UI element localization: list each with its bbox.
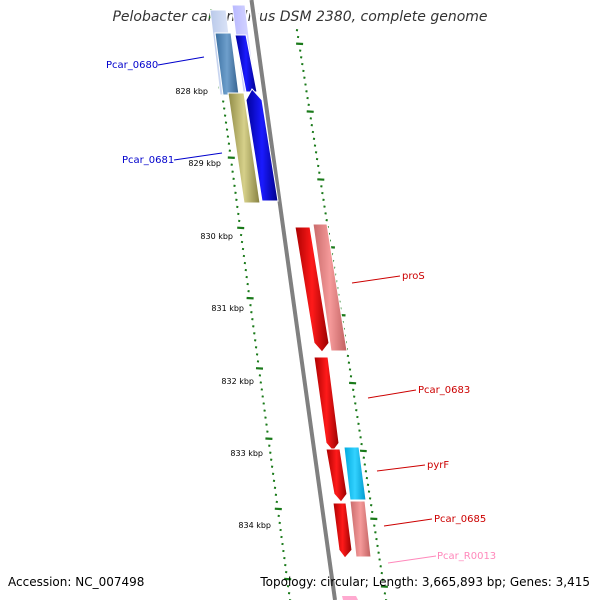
feature-pcar-0685: [349, 500, 372, 558]
leader-pcar-0683: [367, 389, 417, 399]
genome-summary-text: Topology: circular; Length: 3,665,893 bp…: [260, 575, 590, 589]
feature-pcar-0685-red: [332, 502, 353, 559]
leader-pcar-0685: [383, 518, 433, 527]
tick-label: 832 kbp: [221, 377, 254, 386]
feature-pros: [312, 223, 348, 352]
tick-label: 834 kbp: [238, 521, 271, 530]
gene-label-pros: proS: [402, 271, 425, 282]
gene-label-pcar-0683: Pcar_0683: [418, 385, 470, 396]
tick-label: 830 kbp: [200, 232, 233, 241]
tick-labels: 828 kbp 829 kbp 830 kbp 831 kbp 832 kbp …: [175, 87, 271, 530]
accession-text: Accession: NC_007498: [8, 575, 145, 589]
feature-pros-red: [294, 226, 330, 353]
leader-pyrf: [376, 464, 426, 472]
gene-label-pcar-0680: Pcar_0680: [106, 60, 158, 71]
leader-pcar-0681: [173, 152, 223, 161]
feature-pcar-0683: [313, 356, 340, 452]
leader-pcar-r0013: [387, 555, 437, 564]
tick-label: 828 kbp: [175, 87, 208, 96]
gene-label-pcar-r0013: Pcar_R0013: [437, 551, 496, 562]
tick-label: 829 kbp: [188, 159, 221, 168]
tick-label: 831 kbp: [211, 304, 244, 313]
gene-label-pyrf: pyrF: [427, 460, 449, 471]
map-title: Pelobacter carbinolicus DSM 2380, comple…: [112, 9, 488, 25]
leader-pros: [351, 275, 401, 284]
gene-label-pcar-0685: Pcar_0685: [434, 514, 486, 525]
tick-label: 833 kbp: [230, 449, 263, 458]
genome-backbone: [249, 0, 337, 600]
feature-pcar-r0013: [342, 596, 358, 600]
feature-pcar-0681: [227, 92, 261, 204]
feature-pyrf-red: [325, 448, 348, 503]
leader-pcar-0680: [157, 56, 205, 66]
feature-pyrf: [343, 446, 367, 501]
gene-label-pcar-0681: Pcar_0681: [122, 155, 174, 166]
feature-forward-cds-2: [245, 88, 279, 202]
feature-forward-cds-1: [234, 34, 258, 93]
